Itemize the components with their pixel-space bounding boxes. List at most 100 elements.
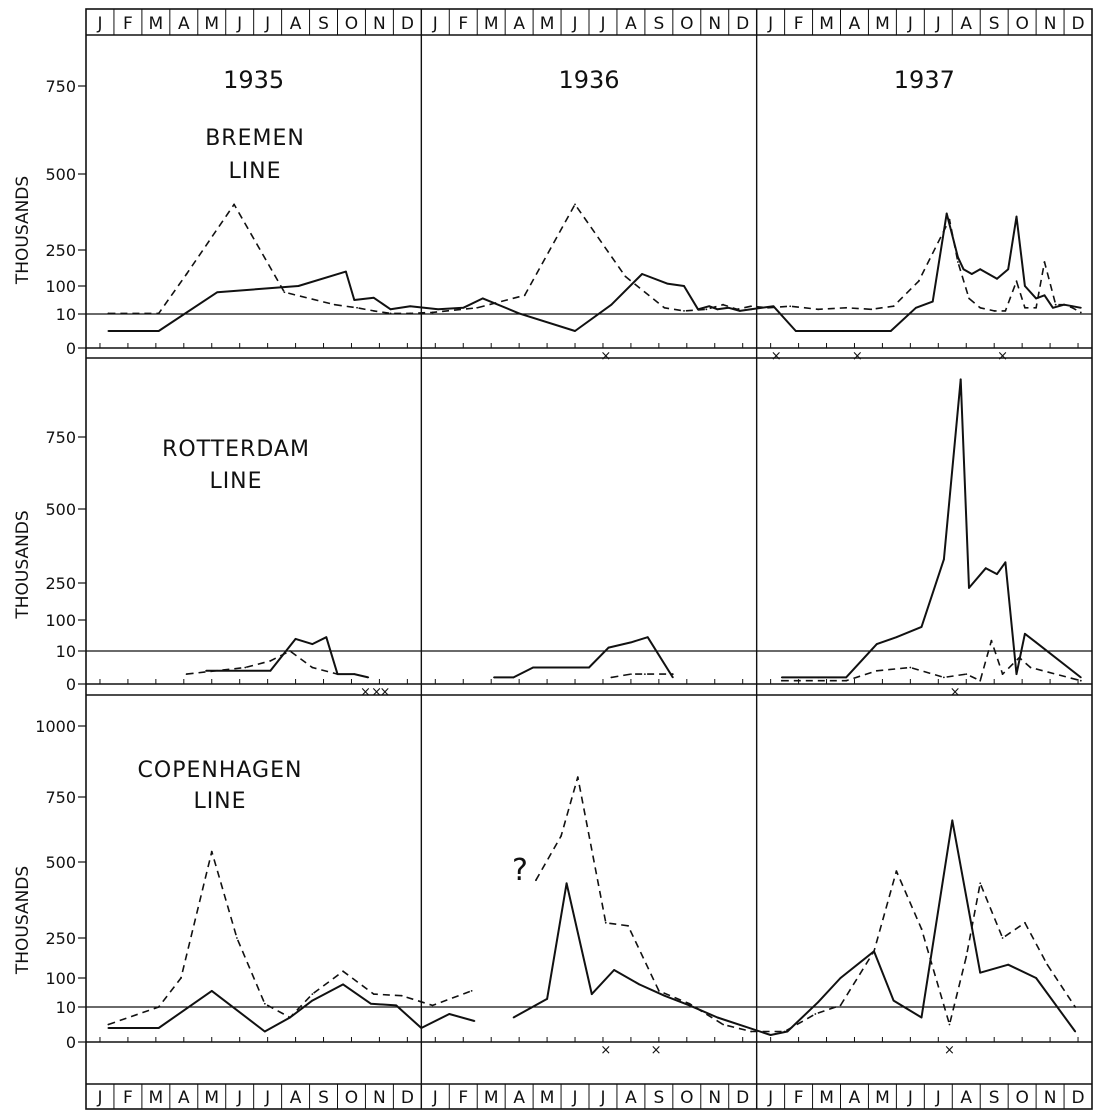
- y-tick-label: 250: [45, 241, 76, 260]
- series-line-dashed: [535, 776, 1076, 1033]
- data-point: [1071, 306, 1074, 309]
- data-point: [1015, 215, 1018, 218]
- data-point: [1074, 1006, 1077, 1008]
- month-label: N: [373, 14, 386, 34]
- month-label: D: [736, 1088, 749, 1108]
- month-label: M: [204, 1088, 219, 1108]
- data-point: [1035, 977, 1038, 979]
- data-point: [920, 927, 923, 930]
- data-point: [560, 835, 562, 837]
- series-line-dashed: [108, 203, 1082, 315]
- data-point: [157, 1006, 160, 1008]
- data-point: [431, 311, 434, 314]
- year-label: 1937: [894, 66, 955, 94]
- data-point: [297, 285, 300, 287]
- month-label: A: [290, 14, 302, 34]
- data-point: [708, 305, 711, 308]
- data-point: [965, 955, 968, 958]
- data-point: [565, 882, 568, 885]
- data-point: [889, 330, 892, 332]
- data-point: [968, 297, 970, 300]
- month-label: A: [625, 14, 637, 34]
- data-point: [356, 306, 358, 309]
- month-label: S: [989, 1088, 1000, 1108]
- data-point: [1007, 268, 1010, 271]
- month-label: D: [401, 14, 414, 34]
- data-point: [909, 666, 912, 669]
- data-point: [624, 275, 627, 278]
- data-point: [817, 1001, 820, 1004]
- data-point: [892, 999, 895, 1002]
- data-point: [1074, 1030, 1077, 1033]
- data-point: [727, 306, 730, 309]
- data-point: [789, 305, 792, 308]
- data-point: [523, 294, 526, 297]
- data-point: [630, 673, 632, 675]
- data-point: [576, 776, 579, 779]
- series-line-solid: [494, 636, 674, 679]
- zero-marker: ×: [997, 349, 1008, 364]
- data-point: [892, 305, 895, 308]
- month-label: D: [1071, 1088, 1084, 1108]
- data-point: [842, 330, 845, 332]
- data-point: [705, 308, 708, 311]
- zero-marker: ×: [371, 685, 382, 700]
- data-point: [948, 1023, 951, 1026]
- data-point: [336, 673, 339, 675]
- month-label: M: [819, 1088, 834, 1108]
- data-point: [1079, 676, 1082, 679]
- data-point: [817, 308, 820, 311]
- data-point: [289, 1016, 291, 1019]
- series-line-solid: [206, 636, 369, 679]
- data-point: [180, 977, 182, 979]
- month-label: D: [401, 1088, 414, 1108]
- data-point: [157, 330, 160, 332]
- data-point: [512, 1016, 515, 1019]
- data-point: [263, 1002, 266, 1005]
- data-point: [470, 989, 473, 992]
- data-point: [205, 669, 208, 672]
- y-axis-label: THOUSANDS: [13, 510, 33, 619]
- month-label: J: [572, 1088, 578, 1108]
- data-point: [588, 666, 590, 669]
- month-label: A: [960, 14, 972, 34]
- data-point: [283, 291, 286, 294]
- data-point: [766, 306, 769, 309]
- data-point: [750, 1030, 752, 1033]
- month-label: M: [204, 14, 219, 34]
- data-point: [210, 989, 213, 992]
- panel-title: COPENHAGEN: [138, 758, 303, 783]
- y-tick-label: 10: [56, 998, 76, 1017]
- data-point: [739, 309, 741, 312]
- data-point: [671, 676, 674, 679]
- data-point: [311, 999, 314, 1002]
- zero-marker: ×: [771, 349, 782, 364]
- data-point: [1035, 306, 1038, 309]
- month-label: F: [123, 14, 133, 34]
- data-point: [641, 273, 643, 275]
- data-point: [325, 636, 328, 639]
- zero-marker: ×: [651, 1043, 662, 1058]
- month-label: J: [572, 14, 578, 34]
- data-point: [462, 306, 465, 309]
- month-label: O: [1015, 14, 1028, 34]
- data-point: [342, 983, 344, 986]
- month-label: M: [875, 1088, 890, 1108]
- data-point: [1015, 673, 1018, 675]
- data-point: [185, 673, 188, 675]
- data-point: [185, 273, 188, 275]
- y-tick-label: 0: [66, 339, 76, 358]
- month-label: J: [935, 1088, 941, 1108]
- data-point: [663, 306, 666, 309]
- month-label: M: [540, 1088, 555, 1108]
- month-label: J: [96, 14, 102, 34]
- data-point: [476, 306, 479, 309]
- month-label: J: [907, 1088, 913, 1108]
- data-point: [962, 268, 965, 271]
- data-point: [990, 639, 993, 642]
- data-point: [627, 924, 630, 927]
- month-label: S: [318, 14, 329, 34]
- series-line-solid: [108, 212, 1081, 332]
- data-point: [931, 300, 934, 303]
- y-tick-label: 750: [45, 77, 76, 96]
